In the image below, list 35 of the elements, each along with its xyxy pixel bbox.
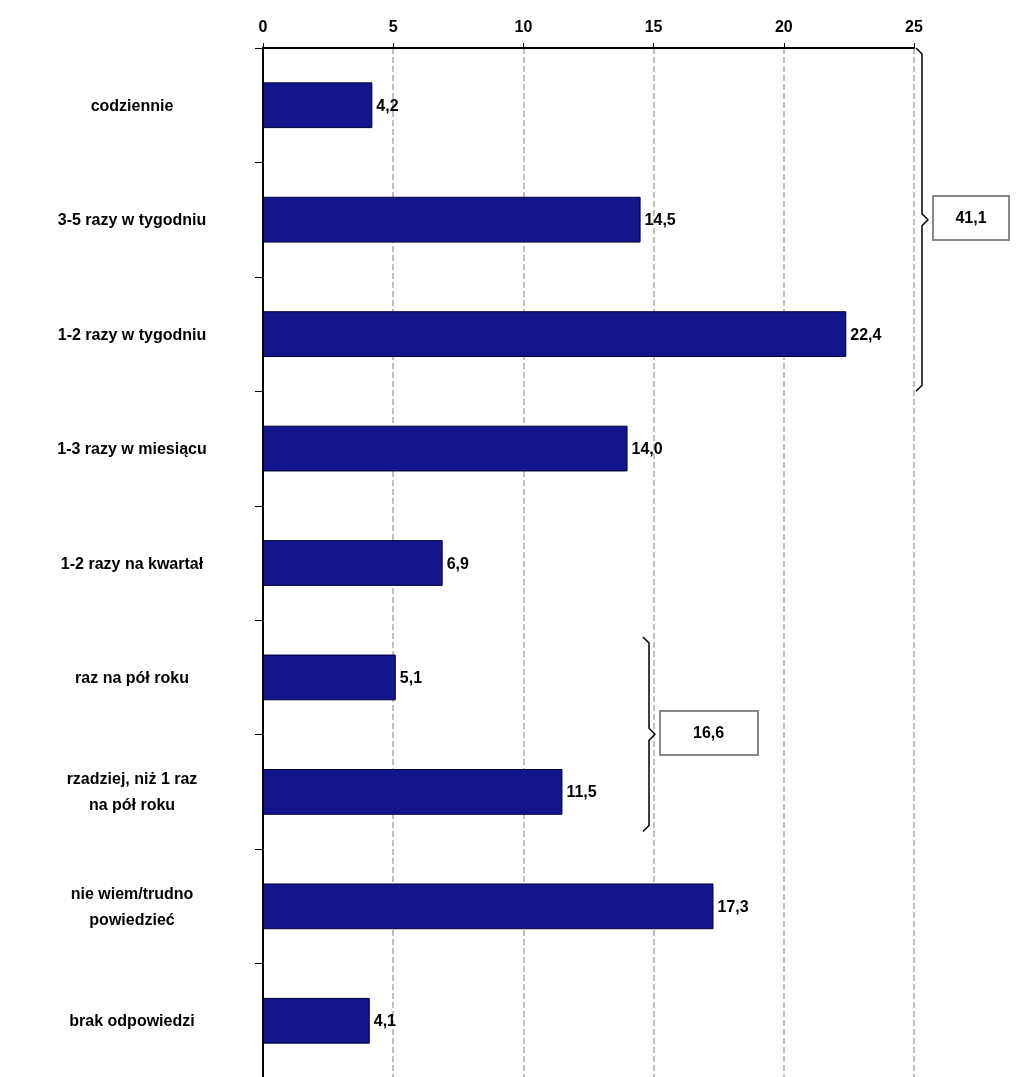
data-label: 6,9 (446, 554, 470, 572)
note-box: 41,1 (932, 194, 1010, 241)
x-tick-label: 20 (774, 17, 793, 35)
y-tick-label: rzadziej, niż 1 raz na pół roku (66, 770, 198, 814)
x-tick-label: 5 (388, 17, 398, 35)
bar (263, 196, 641, 243)
x-tick-label: 25 (905, 17, 923, 35)
x-tick-label: 10 (514, 17, 533, 35)
y-tick-label: 1-2 razy w tygodniu (57, 325, 207, 343)
bar (263, 425, 628, 472)
bar (263, 82, 373, 129)
data-label: 17,3 (717, 897, 749, 915)
data-label: 14,5 (644, 211, 676, 229)
data-label: 4,1 (373, 1012, 397, 1030)
x-tick-label: 15 (644, 17, 663, 35)
y-tick-label: codziennie (90, 96, 174, 114)
x-tick-label: 0 (258, 17, 268, 35)
bar (263, 540, 443, 586)
data-label: 11,5 (566, 783, 597, 801)
bar (263, 769, 563, 815)
data-label: 22,4 (850, 325, 882, 343)
data-label: 4,2 (376, 96, 399, 114)
bar (263, 997, 370, 1044)
note-box: 16,6 (658, 709, 759, 756)
y-tick-label: 1-2 razy na kwartał (60, 554, 204, 572)
y-tick-label: nie wiem/trudno powiedzieć (70, 884, 194, 928)
y-tick-label: 1-3 razy w miesiącu (57, 440, 207, 458)
y-tick-label: brak odpowiedzi (69, 1012, 195, 1030)
y-tick-label: raz na pół roku (75, 668, 189, 686)
y-tick-label: 3-5 razy w tygodniu (57, 211, 207, 229)
bar (263, 311, 847, 357)
bar (263, 654, 396, 701)
data-label: 5,1 (399, 668, 423, 686)
bar (263, 883, 714, 930)
data-label: 14,0 (631, 440, 663, 458)
